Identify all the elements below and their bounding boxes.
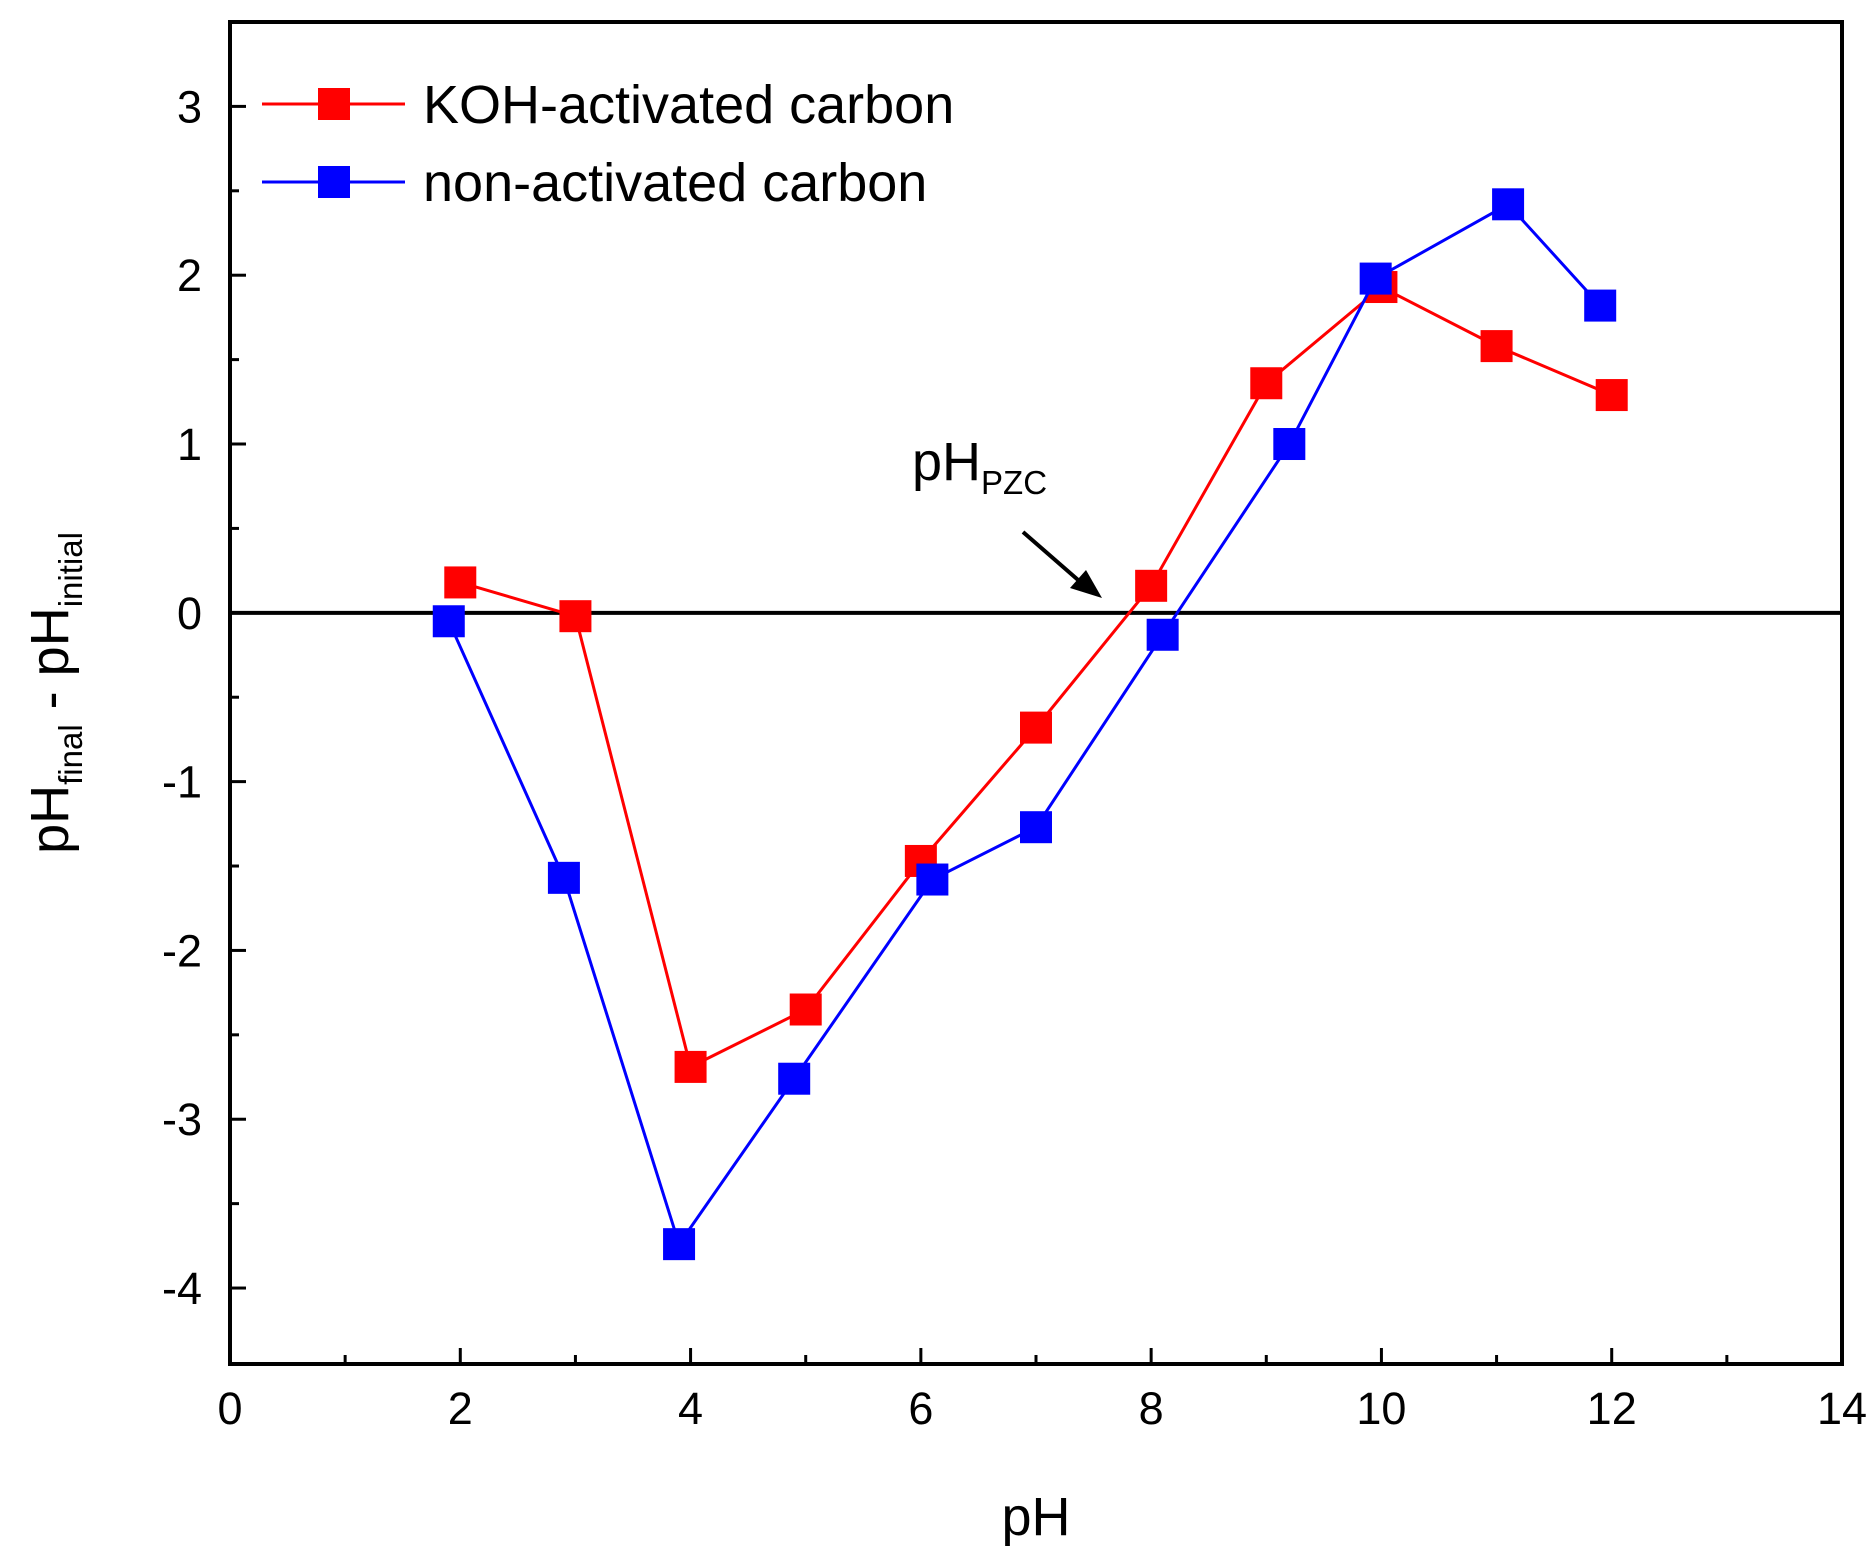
x-axis-ticks: 0 2 4 6 8 10 12 14 — [217, 1348, 1867, 1434]
data-point — [1273, 428, 1306, 461]
data-point — [1135, 569, 1168, 602]
legend: KOH-activated carbon non-activated carbo… — [262, 75, 954, 213]
pzc-arrow-shaft — [1021, 530, 1087, 588]
data-point — [778, 1062, 811, 1095]
data-point — [444, 566, 477, 599]
x-tick-label: 8 — [1139, 1383, 1164, 1434]
legend-marker-non — [318, 166, 350, 198]
pzc-arrow-head — [1070, 570, 1102, 598]
x-tick-label: 0 — [217, 1383, 242, 1434]
x-tick-label: 4 — [678, 1383, 703, 1434]
data-point — [1492, 188, 1525, 221]
y-tick-label: 3 — [177, 81, 202, 132]
data-point — [1359, 262, 1392, 295]
data-point — [1584, 289, 1617, 322]
data-point — [1250, 367, 1283, 400]
x-tick-label: 12 — [1587, 1383, 1637, 1434]
x-tick-label: 10 — [1356, 1383, 1406, 1434]
y-tick-label: -4 — [162, 1263, 202, 1314]
legend-marker-koh — [318, 88, 350, 120]
series-1 — [432, 188, 1617, 1261]
y-tick-label: -2 — [162, 925, 202, 976]
y-axis-title: pHfinal - pHinitial — [20, 532, 89, 854]
data-point — [1020, 811, 1052, 844]
y-axis-ticks: -4 -3 -2 -1 0 1 2 3 — [162, 81, 246, 1314]
y-axis-title-sub-final: final — [52, 724, 89, 785]
y-axis-title-sub-initial: initial — [52, 532, 89, 607]
pzc-label-sub: PZC — [981, 464, 1047, 501]
y-tick-label: -1 — [162, 757, 202, 808]
series-line — [459, 285, 1613, 1070]
x-tick-label: 2 — [448, 1383, 473, 1434]
data-point — [789, 993, 822, 1026]
y-tick-label: -3 — [162, 1094, 202, 1145]
data-point — [1020, 711, 1052, 744]
data-point — [1146, 618, 1179, 651]
y-tick-label: 0 — [177, 588, 202, 639]
data-point — [559, 600, 592, 633]
series-layer — [432, 188, 1628, 1261]
series-0 — [444, 271, 1628, 1083]
data-point — [547, 861, 580, 894]
legend-label-koh: KOH-activated carbon — [423, 75, 954, 135]
pzc-label-main: pH — [912, 432, 981, 492]
data-point — [432, 605, 465, 638]
y-tick-label: 2 — [177, 250, 202, 301]
data-point — [674, 1050, 707, 1083]
data-point — [916, 863, 949, 896]
x-axis-title: pH — [1001, 1487, 1070, 1547]
legend-label-non: non-activated carbon — [423, 153, 927, 213]
x-tick-label: 6 — [908, 1383, 933, 1434]
data-point — [1480, 330, 1513, 363]
y-axis-title-base: pH — [20, 785, 80, 854]
y-axis-title-mid: - pH — [20, 607, 80, 724]
plot-frame — [228, 20, 1844, 1366]
data-point — [1595, 379, 1628, 412]
pzc-label: pHPZC — [912, 432, 1047, 501]
pzc-annotation: pHPZC — [912, 432, 1102, 598]
data-point — [663, 1228, 696, 1261]
y-tick-label: 1 — [177, 419, 202, 470]
x-tick-label: 14 — [1817, 1383, 1867, 1434]
